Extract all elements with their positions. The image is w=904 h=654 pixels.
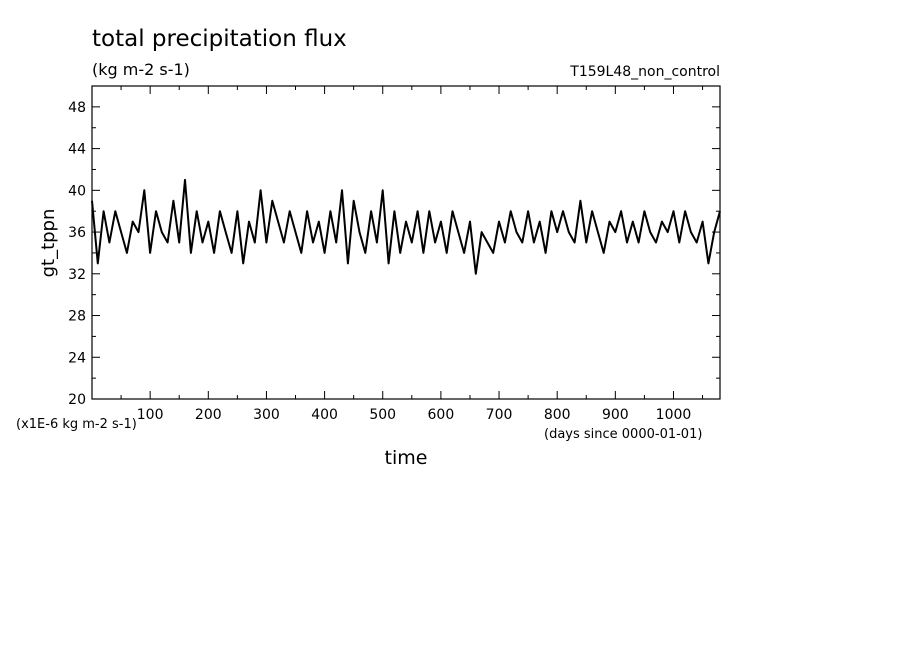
y-scale-note: (x1E-6 kg m-2 s-1) [16,417,137,432]
x-tick-label: 300 [253,407,280,423]
x-units-note: (days since 0000-01-01) [544,427,702,442]
y-tick-label: 32 [68,267,86,283]
series-line [91,178,721,275]
y-axis-label: gt_tppn [38,209,59,278]
plot-frame [91,85,721,400]
x-tick-label: 1000 [656,407,692,423]
x-axis: 100 200 300 400 500 600 700 800 900 1000 [120,86,704,423]
y-axis: 20 24 28 32 36 40 44 48 [68,100,720,408]
x-tick-label: 500 [369,407,396,423]
chart-title: total precipitation flux [92,26,347,52]
chart-subtitle: (kg m-2 s-1) [92,60,190,79]
y-tick-label: 28 [68,309,86,325]
x-tick-label: 800 [544,407,571,423]
x-axis-label: time [385,447,428,469]
y-tick-label: 20 [68,392,86,408]
run-label: T159L48_non_control [569,64,720,80]
x-tick-label: 200 [195,407,222,423]
x-tick-label: 600 [428,407,455,423]
y-tick-label: 48 [68,100,86,116]
x-tick-label: 700 [486,407,513,423]
y-tick-label: 40 [68,183,86,199]
y-tick-label: 36 [68,225,86,241]
y-tick-label: 24 [68,350,86,366]
y-tick-label: 44 [68,142,86,158]
plot-area: 20 24 28 32 36 40 44 48 100 200 300 400 500 600 700 80… [68,85,721,423]
x-tick-label: 100 [137,407,164,423]
x-tick-label: 400 [311,407,338,423]
x-tick-label: 900 [602,407,629,423]
